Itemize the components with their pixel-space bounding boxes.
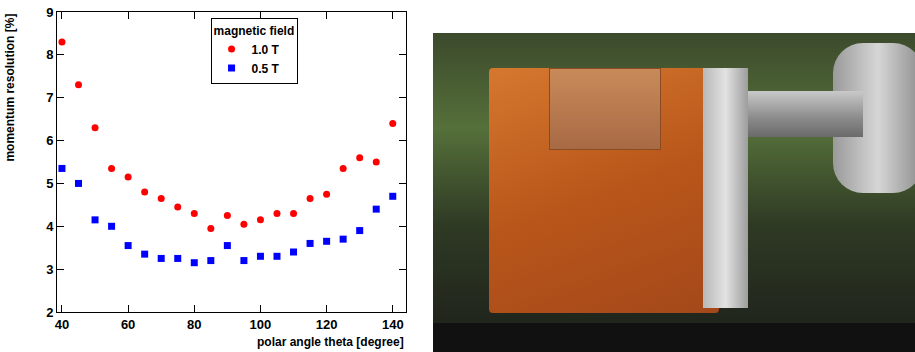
svg-text:6: 6 bbox=[46, 133, 53, 148]
svg-text:1.0 T: 1.0 T bbox=[252, 43, 280, 57]
svg-text:100: 100 bbox=[250, 317, 272, 332]
svg-text:2: 2 bbox=[46, 305, 53, 320]
svg-text:120: 120 bbox=[316, 317, 338, 332]
svg-text:3: 3 bbox=[46, 262, 53, 277]
svg-text:80: 80 bbox=[187, 317, 201, 332]
svg-text:0.5 T: 0.5 T bbox=[252, 62, 280, 76]
svg-text:140: 140 bbox=[382, 317, 404, 332]
svg-text:momentum resolution [%]: momentum resolution [%] bbox=[3, 14, 17, 162]
svg-text:8: 8 bbox=[46, 47, 53, 62]
svg-text:4: 4 bbox=[46, 219, 54, 234]
svg-text:9: 9 bbox=[46, 5, 53, 20]
svg-text:40: 40 bbox=[55, 317, 69, 332]
svg-text:5: 5 bbox=[46, 176, 53, 191]
svg-text:60: 60 bbox=[121, 317, 135, 332]
svg-text:magnetic field: magnetic field bbox=[214, 24, 295, 38]
svg-text:polar angle theta [degree]: polar angle theta [degree] bbox=[257, 335, 404, 349]
svg-text:7: 7 bbox=[46, 90, 53, 105]
